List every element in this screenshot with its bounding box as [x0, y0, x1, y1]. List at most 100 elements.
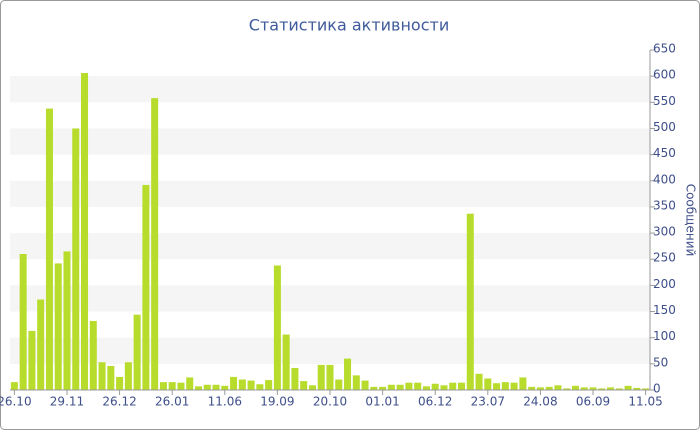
bar: [186, 377, 194, 390]
bar: [431, 383, 439, 390]
y-tick-label: 150: [653, 303, 676, 317]
bar: [449, 382, 457, 390]
grid-band: [10, 180, 650, 207]
bar: [142, 184, 150, 390]
x-tick-label: 26.10: [0, 395, 32, 409]
bar: [10, 382, 18, 390]
bar: [352, 375, 360, 390]
bar: [440, 385, 448, 390]
x-tick-label: 20.10: [313, 395, 347, 409]
y-tick-label: 350: [653, 198, 676, 212]
bar: [265, 380, 273, 390]
x-tick-label: 23.07: [471, 395, 505, 409]
bar: [54, 263, 62, 390]
bar: [519, 377, 527, 390]
bar: [282, 334, 290, 390]
bar: [571, 385, 579, 390]
bar: [238, 379, 246, 390]
grid-band: [10, 128, 650, 155]
y-tick-label: 250: [653, 251, 676, 265]
bar: [615, 388, 623, 390]
bar: [475, 373, 483, 390]
bar: [151, 98, 159, 390]
grid-band: [10, 233, 650, 260]
bar: [72, 128, 80, 390]
bar: [361, 380, 369, 390]
bar: [247, 380, 255, 390]
bar: [493, 383, 501, 390]
y-axis-label: Сообщений: [684, 184, 698, 257]
bar: [554, 385, 562, 390]
y-tick-label: 400: [653, 172, 676, 186]
y-tick-label: 50: [653, 355, 668, 369]
y-tick-label: 500: [653, 120, 676, 134]
bar: [344, 358, 352, 390]
bar: [107, 365, 115, 390]
chart-title: Статистика активности: [249, 16, 449, 35]
y-tick-label: 550: [653, 94, 676, 108]
y-tick-label: 300: [653, 225, 676, 239]
bar: [19, 254, 27, 390]
bar: [194, 386, 202, 390]
bar: [501, 382, 509, 390]
grid-band: [10, 76, 650, 103]
x-tick-label: 29.11: [50, 395, 84, 409]
bar: [300, 381, 308, 390]
bar: [370, 386, 378, 390]
bar: [273, 265, 281, 390]
bar: [221, 385, 229, 390]
bar: [63, 251, 71, 390]
y-tick-label: 0: [653, 382, 661, 396]
bar: [545, 386, 553, 390]
bar: [589, 387, 597, 390]
bar: [326, 364, 334, 390]
bar: [230, 376, 238, 390]
y-tick-label: 450: [653, 146, 676, 160]
bar: [168, 382, 176, 390]
bar: [98, 362, 106, 390]
bar: [528, 386, 536, 390]
bar: [308, 385, 316, 390]
bar: [563, 388, 571, 390]
bar: [642, 388, 650, 390]
x-tick-label: 19.09: [260, 395, 294, 409]
bar: [159, 382, 167, 390]
bar: [133, 314, 141, 390]
bar: [458, 382, 466, 390]
bar: [580, 387, 588, 390]
x-tick-label: 26.01: [155, 395, 189, 409]
bar: [510, 382, 518, 390]
bar: [335, 379, 343, 390]
x-tick-label: 11.05: [628, 395, 662, 409]
bar: [633, 387, 641, 390]
y-tick-label: 600: [653, 68, 676, 82]
grid-band: [10, 285, 650, 312]
bar: [256, 384, 264, 390]
bar: [212, 384, 220, 390]
bar: [466, 213, 474, 390]
bar: [379, 386, 387, 390]
bar: [536, 387, 544, 390]
bar: [124, 362, 132, 390]
x-tick-label: 11.06: [208, 395, 242, 409]
bar: [37, 299, 45, 390]
bar: [624, 385, 632, 390]
grid-band: [10, 337, 650, 364]
bar: [414, 382, 422, 390]
bar: [89, 320, 97, 390]
bar: [81, 73, 89, 390]
bar: [28, 330, 36, 390]
y-tick-label: 100: [653, 329, 676, 343]
bar: [291, 368, 299, 390]
x-tick-label: 01.01: [365, 395, 399, 409]
bar: [484, 378, 492, 390]
bar: [422, 386, 430, 390]
x-tick-label: 26.12: [102, 395, 136, 409]
bar: [396, 384, 404, 390]
bar: [45, 108, 53, 390]
bar: [405, 382, 413, 390]
y-tick-label: 200: [653, 277, 676, 291]
bar: [203, 384, 211, 390]
x-tick-label: 24.08: [523, 395, 557, 409]
